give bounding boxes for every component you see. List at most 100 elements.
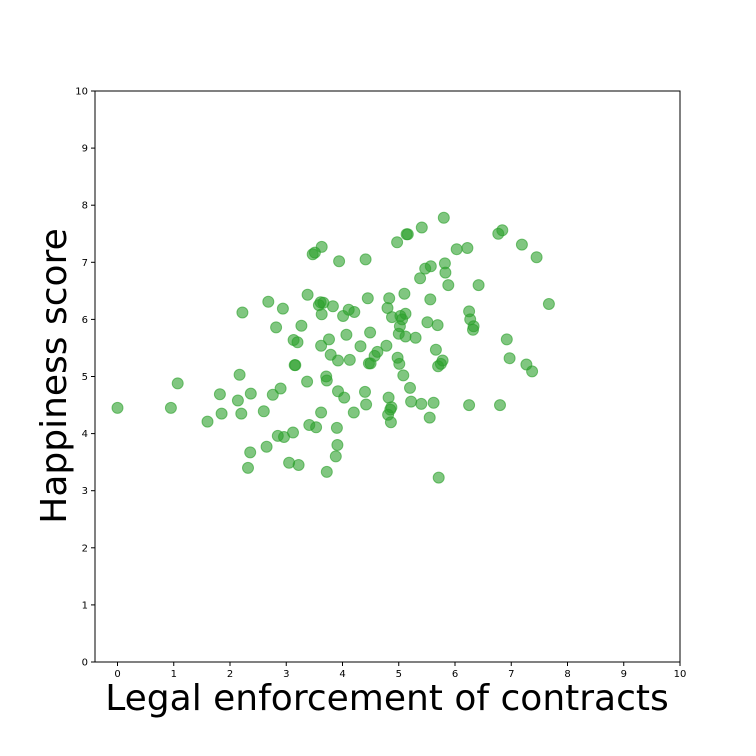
y-tick-label-0: 0 xyxy=(82,658,88,669)
scatter-point-28 xyxy=(292,459,305,471)
scatter-point-116 xyxy=(450,243,463,256)
scatter-point-54 xyxy=(333,255,346,268)
scatter-point-10 xyxy=(242,461,254,474)
x-tick-label-2: 2 xyxy=(227,669,233,680)
points-layer xyxy=(111,211,555,484)
x-axis-title: Legal enforcement of contracts xyxy=(105,678,669,719)
scatter-point-125 xyxy=(494,399,506,412)
x-tick-label-9: 9 xyxy=(621,669,627,680)
scatter-point-16 xyxy=(266,388,279,401)
scatter-point-0 xyxy=(111,401,124,414)
scatter-point-68 xyxy=(364,326,377,339)
scatter-point-96 xyxy=(409,331,422,344)
scatter-point-11 xyxy=(244,446,257,459)
scatter-point-38 xyxy=(315,339,328,352)
x-tick-label-8: 8 xyxy=(564,669,570,680)
scatter-point-81 xyxy=(391,236,404,249)
scatter-point-40 xyxy=(315,308,328,321)
scatter-point-119 xyxy=(463,399,476,412)
scatter-point-60 xyxy=(347,406,360,419)
scatter-point-17 xyxy=(270,321,283,334)
x-tick-label-4: 4 xyxy=(339,669,345,680)
scatter-point-66 xyxy=(361,292,374,305)
scatter-point-72 xyxy=(380,339,393,352)
scatter-point-122 xyxy=(467,320,480,333)
x-axis-ticks: 0 1 2 3 4 5 6 7 8 9 10 xyxy=(114,662,686,680)
scatter-point-45 xyxy=(320,465,333,478)
scatter-point-84 xyxy=(393,357,406,370)
scatter-point-104 xyxy=(424,260,437,273)
scatter-point-9 xyxy=(236,306,249,319)
scatter-point-56 xyxy=(338,391,351,404)
scatter-point-95 xyxy=(405,395,418,408)
scatter-point-31 xyxy=(301,288,314,301)
scatter-point-62 xyxy=(354,340,367,353)
scatter-point-117 xyxy=(461,242,474,254)
scatter-point-5 xyxy=(215,407,228,420)
scatter-point-14 xyxy=(260,440,273,453)
scatter-point-123 xyxy=(472,279,485,292)
scatter-point-3 xyxy=(201,415,214,428)
scatter-point-105 xyxy=(427,396,440,409)
scatter-point-13 xyxy=(257,405,270,418)
scatter-point-50 xyxy=(330,421,343,434)
scatter-point-30 xyxy=(301,375,314,388)
scatter-point-12 xyxy=(244,387,257,400)
scatter-point-44 xyxy=(320,374,333,387)
scatter-point-106 xyxy=(429,343,442,356)
scatter-point-51 xyxy=(331,439,344,451)
scatter-point-101 xyxy=(421,316,434,329)
scatter-point-1 xyxy=(164,401,177,414)
scatter-point-26 xyxy=(289,359,302,372)
scatter-point-94 xyxy=(404,381,416,394)
scatter-point-129 xyxy=(515,238,528,251)
scatter-point-133 xyxy=(542,298,555,310)
scatter-point-48 xyxy=(326,300,339,313)
scatter-point-27 xyxy=(291,336,304,349)
scatter-point-128 xyxy=(503,352,516,365)
scatter-point-115 xyxy=(442,279,455,292)
scatter-point-90 xyxy=(399,307,412,320)
scatter-point-131 xyxy=(526,365,539,378)
scatter-point-63 xyxy=(359,385,371,398)
scatter-point-91 xyxy=(399,330,412,343)
scatter-point-29 xyxy=(295,319,308,332)
scatter-point-107 xyxy=(431,319,444,332)
scatter-point-99 xyxy=(415,221,428,234)
y-axis-ticks: 0 1 2 3 4 5 6 7 8 9 10 xyxy=(75,87,95,669)
y-tick-label-4: 4 xyxy=(82,429,88,440)
scatter-point-15 xyxy=(262,295,275,308)
scatter-point-132 xyxy=(530,251,543,264)
scatter-point-65 xyxy=(360,398,373,411)
scatter-point-6 xyxy=(231,394,244,407)
scatter-point-114 xyxy=(439,266,452,279)
scatter-point-46 xyxy=(323,333,335,346)
scatter-point-127 xyxy=(500,333,513,346)
scatter-point-59 xyxy=(343,353,356,366)
y-tick-label-7: 7 xyxy=(82,258,88,269)
scatter-point-102 xyxy=(423,411,436,424)
scatter-point-53 xyxy=(332,354,344,367)
scatter-point-61 xyxy=(348,306,361,318)
scatter-point-97 xyxy=(414,272,427,285)
x-tick-label-0: 0 xyxy=(114,669,120,680)
scatter-point-112 xyxy=(437,211,450,224)
x-tick-label-6: 6 xyxy=(452,669,458,680)
scatter-point-8 xyxy=(235,407,248,420)
x-tick-label-1: 1 xyxy=(171,669,177,680)
scatter-point-49 xyxy=(329,450,342,463)
scatter-point-93 xyxy=(401,228,414,241)
x-tick-label-5: 5 xyxy=(396,669,402,680)
scatter-point-57 xyxy=(340,328,353,341)
scatter-point-71 xyxy=(371,345,384,358)
scatter-point-76 xyxy=(383,292,396,305)
y-tick-label-1: 1 xyxy=(82,600,88,611)
x-tick-label-10: 10 xyxy=(674,669,687,680)
scatter-point-79 xyxy=(385,401,398,414)
scatter-point-126 xyxy=(496,224,509,237)
scatter-point-35 xyxy=(310,421,323,434)
scatter-point-19 xyxy=(274,382,287,395)
x-tick-label-7: 7 xyxy=(508,669,514,680)
